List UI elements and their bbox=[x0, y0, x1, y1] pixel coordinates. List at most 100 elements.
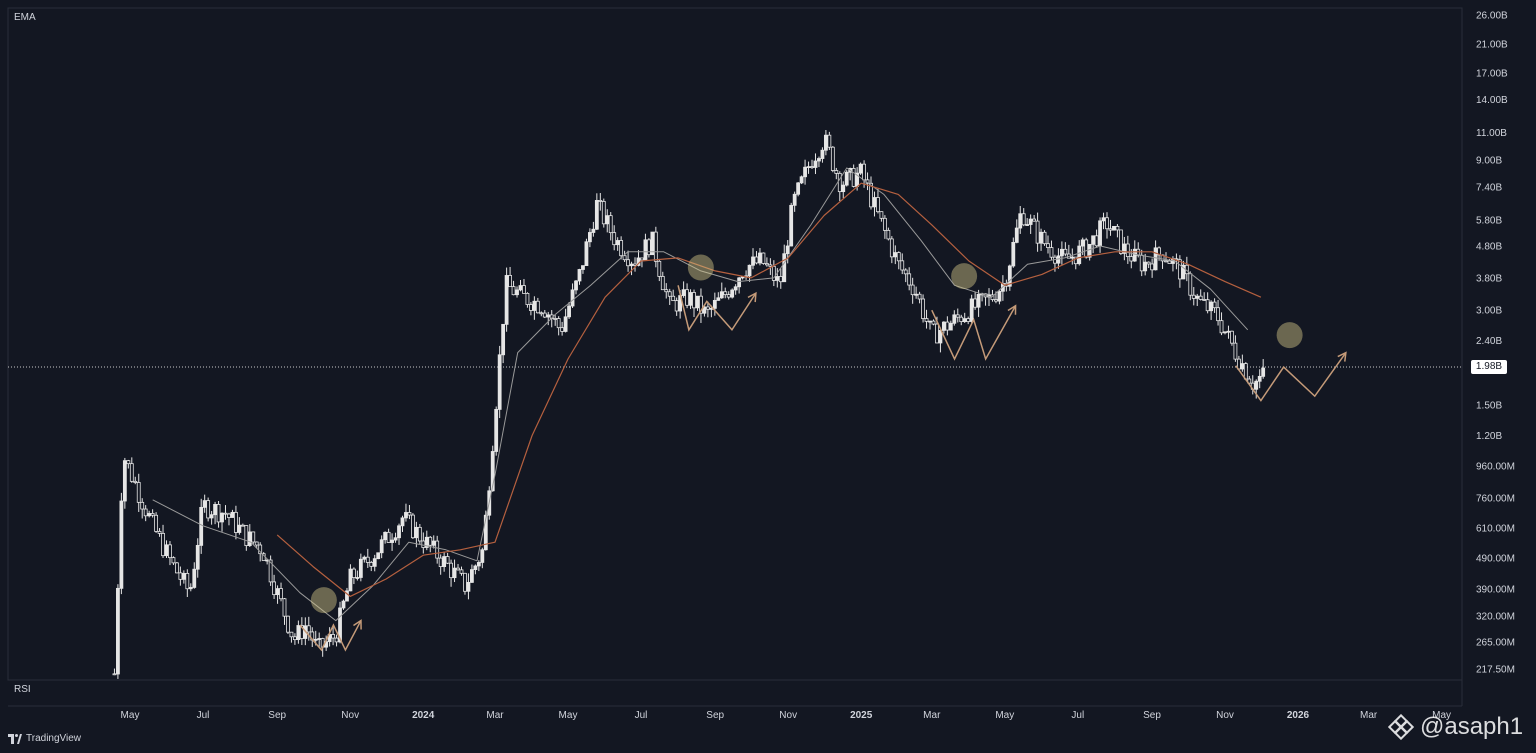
candle-body bbox=[553, 318, 558, 320]
candle-body bbox=[1132, 248, 1137, 262]
candle-body bbox=[504, 275, 509, 325]
rsi-indicator-label[interactable]: RSI bbox=[14, 684, 31, 695]
tradingview-label: TradingView bbox=[26, 733, 82, 744]
candle-body bbox=[601, 201, 606, 225]
candle-body bbox=[955, 314, 960, 318]
w-pattern bbox=[1235, 352, 1347, 402]
ema-fast-line bbox=[152, 167, 1249, 622]
x-tick-label: May bbox=[121, 710, 140, 721]
candle-body bbox=[560, 327, 565, 332]
candle-body bbox=[1195, 295, 1200, 299]
candle-body bbox=[1122, 243, 1127, 254]
candle-body bbox=[685, 289, 689, 306]
w-pattern bbox=[931, 305, 1017, 361]
candle-body bbox=[299, 625, 304, 639]
candle-body bbox=[345, 590, 349, 602]
y-tick-label: 390.00M bbox=[1476, 585, 1515, 596]
candle-body bbox=[879, 211, 884, 219]
pattern-arrow-head bbox=[747, 291, 757, 303]
candle-body bbox=[365, 556, 370, 563]
candle-body bbox=[681, 289, 686, 296]
y-tick-label: 17.00B bbox=[1476, 69, 1508, 80]
x-tick-label: Sep bbox=[268, 710, 286, 721]
x-tick-label: May bbox=[1432, 710, 1451, 721]
candle-body bbox=[612, 232, 617, 246]
x-tick-label: May bbox=[995, 710, 1014, 721]
y-tick-label: 26.00B bbox=[1476, 11, 1508, 22]
candle-body bbox=[206, 500, 211, 519]
ema-indicator-label[interactable]: EMA bbox=[14, 12, 36, 23]
candle-body bbox=[1094, 235, 1099, 247]
candle-body bbox=[778, 276, 783, 283]
tradingview-logo[interactable]: TradingView bbox=[8, 733, 81, 744]
candle-body bbox=[966, 318, 971, 322]
candle-body bbox=[518, 285, 523, 291]
candle-body bbox=[247, 531, 252, 546]
candle-body bbox=[959, 316, 964, 322]
candle-body bbox=[650, 231, 655, 256]
candle-body bbox=[1091, 235, 1096, 245]
candle-body bbox=[414, 526, 419, 539]
candle-body bbox=[688, 292, 693, 306]
candle-body bbox=[976, 293, 981, 308]
candle-body bbox=[1167, 260, 1172, 264]
candle-body bbox=[1049, 247, 1054, 258]
candle-body bbox=[900, 260, 905, 271]
candle-body bbox=[705, 306, 710, 310]
candle-body bbox=[876, 197, 880, 213]
y-tick-label: 14.00B bbox=[1476, 95, 1508, 106]
candle-body bbox=[348, 568, 353, 592]
candle-body bbox=[653, 231, 658, 262]
candle-body bbox=[112, 673, 117, 676]
candle-body bbox=[858, 163, 863, 174]
candle-body bbox=[164, 544, 169, 557]
candle-body bbox=[941, 321, 946, 331]
w-pattern bbox=[299, 620, 362, 652]
candle-body bbox=[1240, 363, 1245, 370]
candle-body bbox=[570, 289, 575, 307]
y-tick-label: 320.00M bbox=[1476, 612, 1515, 623]
candle-body bbox=[1181, 264, 1186, 280]
candle-body bbox=[386, 531, 391, 543]
candle-body bbox=[181, 573, 186, 580]
candle-body bbox=[1188, 273, 1193, 296]
candle-body bbox=[1205, 299, 1210, 312]
candle-body bbox=[282, 598, 287, 617]
candle-body bbox=[556, 318, 561, 329]
candle-body bbox=[407, 512, 412, 516]
candle-body bbox=[1032, 218, 1037, 222]
candle-body bbox=[844, 171, 849, 186]
candle-body bbox=[279, 588, 283, 600]
candle-body bbox=[532, 300, 537, 311]
candle-body bbox=[1157, 247, 1161, 256]
y-tick-label: 960.00M bbox=[1476, 462, 1515, 473]
candle-body bbox=[657, 260, 662, 277]
candle-body bbox=[889, 238, 894, 258]
candle-body bbox=[813, 160, 818, 168]
candle-body bbox=[764, 263, 769, 266]
candle-body bbox=[254, 541, 259, 546]
candle-body bbox=[768, 264, 773, 267]
candle-body bbox=[119, 500, 124, 589]
tradingview-icon bbox=[8, 733, 22, 744]
candle-body bbox=[286, 615, 290, 633]
candle-body bbox=[1059, 248, 1064, 257]
candle-body bbox=[268, 559, 273, 583]
candle-body bbox=[376, 552, 381, 560]
candle-body bbox=[168, 544, 172, 559]
highlight-marker bbox=[1276, 322, 1303, 349]
candle-body bbox=[948, 322, 953, 331]
candle-body bbox=[483, 514, 488, 551]
candle-body bbox=[355, 577, 360, 579]
candle-body bbox=[525, 292, 530, 305]
candle-body bbox=[449, 562, 453, 579]
candle-body bbox=[122, 460, 127, 502]
candle-body bbox=[546, 314, 551, 318]
candle-body bbox=[313, 638, 318, 641]
candle-body bbox=[459, 569, 464, 574]
candle-body bbox=[199, 506, 204, 546]
x-tick-label: Mar bbox=[486, 710, 504, 721]
candle-body bbox=[851, 168, 856, 187]
candle-body bbox=[1226, 330, 1231, 333]
price-chart[interactable]: 26.00B 21.00B 17.00B 14.00B 11.00B 9.00B 7.40B… bbox=[0, 0, 1536, 728]
